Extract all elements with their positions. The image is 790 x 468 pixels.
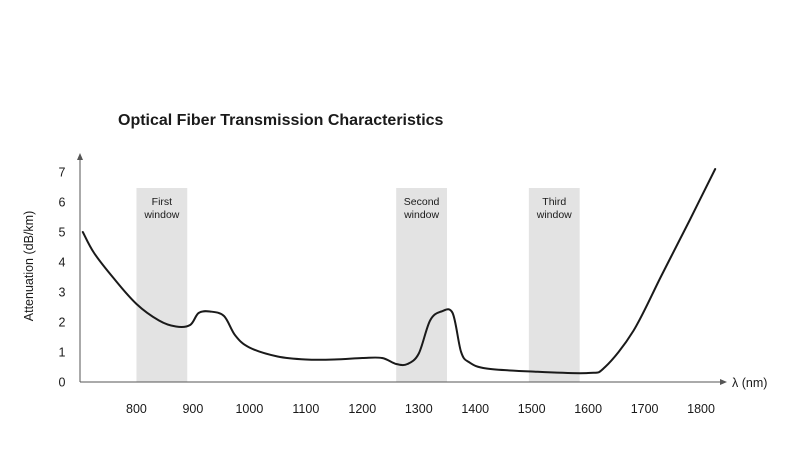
y-tick-2: 2 bbox=[59, 316, 66, 330]
attenuation-curve bbox=[81, 168, 717, 375]
x-axis-arrow bbox=[720, 379, 727, 385]
y-tick-7: 7 bbox=[59, 166, 66, 180]
window-label-2-line-2: window bbox=[403, 209, 439, 221]
y-tick-0: 0 bbox=[59, 376, 66, 390]
window-label-3-line-2: window bbox=[536, 209, 572, 221]
x-tick-labels: 800 900 1000 1100 1200 1300 1400 1500 1600 1700 18… bbox=[126, 402, 715, 416]
x-tick-800: 800 bbox=[126, 402, 147, 416]
x-tick-1000: 1000 bbox=[235, 402, 263, 416]
x-tick-1300: 1300 bbox=[405, 402, 433, 416]
y-axis-label: Attenuation (dB/km) bbox=[22, 211, 36, 321]
y-tick-3: 3 bbox=[59, 286, 66, 300]
x-tick-1100: 1100 bbox=[292, 402, 319, 416]
y-tick-4: 4 bbox=[59, 256, 66, 270]
window-label-1-line-2: window bbox=[143, 209, 179, 221]
x-tick-1700: 1700 bbox=[631, 402, 659, 416]
y-tick-1: 1 bbox=[59, 346, 66, 360]
x-tick-900: 900 bbox=[182, 402, 203, 416]
window-band-3 bbox=[528, 188, 580, 382]
window-band-1 bbox=[136, 188, 188, 382]
window-band-2 bbox=[396, 188, 447, 382]
window-label-1-line-1: First bbox=[152, 196, 172, 208]
x-tick-1600: 1600 bbox=[574, 402, 602, 416]
window-label-3-line-1: Third bbox=[542, 196, 566, 208]
x-tick-1800: 1800 bbox=[687, 402, 715, 416]
window-label-2-line-1: Second bbox=[404, 196, 440, 208]
axes bbox=[77, 153, 727, 385]
y-axis-arrow bbox=[77, 153, 83, 160]
x-axis-label: λ (nm) bbox=[732, 376, 767, 390]
y-tick-6: 6 bbox=[59, 196, 66, 210]
y-tick-labels: 0 1 2 3 4 5 6 7 bbox=[59, 166, 66, 390]
x-tick-1400: 1400 bbox=[461, 402, 489, 416]
x-tick-1500: 1500 bbox=[518, 402, 546, 416]
chart-title: Optical Fiber Transmission Characteristi… bbox=[118, 112, 444, 129]
y-tick-5: 5 bbox=[59, 226, 66, 240]
x-tick-1200: 1200 bbox=[348, 402, 376, 416]
